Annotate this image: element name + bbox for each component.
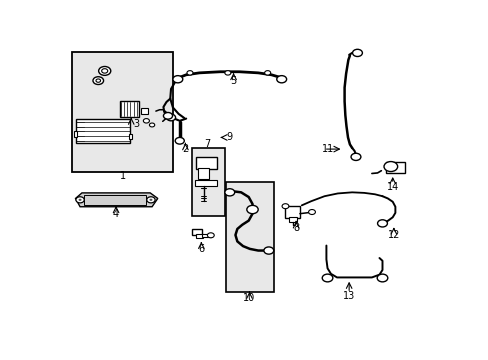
Circle shape bbox=[207, 233, 214, 238]
Text: 2: 2 bbox=[182, 144, 188, 154]
Circle shape bbox=[99, 67, 111, 75]
Circle shape bbox=[322, 274, 332, 282]
Circle shape bbox=[383, 162, 397, 172]
Bar bbox=[72, 51, 173, 172]
Circle shape bbox=[96, 79, 101, 82]
Circle shape bbox=[282, 204, 288, 209]
Circle shape bbox=[76, 197, 84, 203]
Text: 10: 10 bbox=[243, 293, 255, 303]
Bar bbox=[128, 134, 131, 139]
Circle shape bbox=[166, 114, 175, 121]
Circle shape bbox=[264, 247, 273, 254]
Circle shape bbox=[264, 71, 270, 75]
Bar bbox=[285, 206, 299, 218]
Bar bbox=[197, 168, 208, 179]
Text: 11: 11 bbox=[322, 144, 334, 154]
Circle shape bbox=[175, 138, 184, 144]
Bar bbox=[194, 180, 217, 186]
Bar bbox=[192, 148, 225, 216]
Bar bbox=[84, 195, 146, 205]
Bar bbox=[226, 183, 274, 292]
Circle shape bbox=[173, 76, 183, 83]
Bar bbox=[288, 217, 296, 222]
Bar bbox=[195, 157, 216, 169]
Circle shape bbox=[376, 274, 387, 282]
Text: 12: 12 bbox=[387, 230, 399, 240]
Circle shape bbox=[79, 199, 81, 201]
Circle shape bbox=[163, 112, 172, 119]
Text: 4: 4 bbox=[113, 209, 119, 219]
Text: 13: 13 bbox=[342, 291, 355, 301]
Text: 7: 7 bbox=[203, 139, 210, 149]
Bar bbox=[75, 120, 130, 143]
Text: 6: 6 bbox=[198, 244, 204, 254]
Circle shape bbox=[350, 153, 360, 161]
Circle shape bbox=[149, 123, 154, 127]
Circle shape bbox=[143, 118, 149, 123]
Circle shape bbox=[352, 49, 362, 57]
Text: 9: 9 bbox=[226, 132, 232, 143]
Circle shape bbox=[377, 220, 386, 227]
Polygon shape bbox=[75, 193, 158, 207]
Bar bbox=[74, 131, 77, 138]
Text: 5: 5 bbox=[230, 76, 236, 86]
Circle shape bbox=[246, 205, 258, 214]
Text: 8: 8 bbox=[292, 222, 299, 233]
Circle shape bbox=[276, 76, 286, 83]
Bar bbox=[141, 108, 147, 114]
Text: 14: 14 bbox=[386, 183, 398, 192]
Circle shape bbox=[224, 71, 230, 75]
Circle shape bbox=[224, 189, 234, 196]
Text: 1: 1 bbox=[119, 171, 125, 181]
Bar bbox=[386, 162, 405, 174]
Circle shape bbox=[186, 71, 193, 75]
Circle shape bbox=[146, 197, 155, 203]
Circle shape bbox=[93, 77, 103, 85]
Circle shape bbox=[102, 69, 107, 73]
Bar bbox=[191, 229, 202, 235]
Bar bbox=[202, 234, 210, 237]
Circle shape bbox=[308, 210, 315, 215]
Bar bbox=[196, 234, 203, 238]
Bar bbox=[120, 102, 139, 117]
Circle shape bbox=[149, 199, 152, 201]
Text: 3: 3 bbox=[133, 118, 139, 129]
